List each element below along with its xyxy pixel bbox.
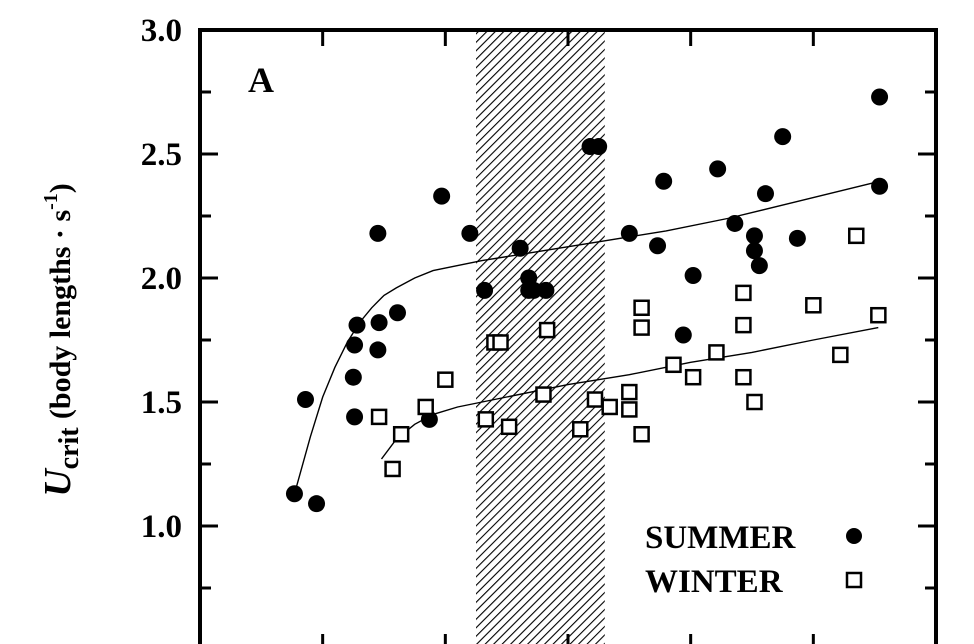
summer-point [655,172,673,190]
y-tick-label: 2.5 [141,137,182,173]
winter-point [735,316,752,334]
winter-point [621,383,638,401]
summer-point [756,185,774,203]
winter-point [572,421,589,438]
summer-point [871,177,889,195]
summer-point [348,316,366,334]
y-tick-label: 3.0 [141,13,182,49]
winter-point [665,356,682,374]
winter-point [437,371,454,388]
winter-point [417,398,434,416]
summer-point [871,88,889,106]
summer-point [346,336,364,354]
summer-point [745,242,763,260]
summer-point [476,281,494,299]
legend-label-summer: SUMMER [645,520,796,556]
summer-point [369,341,387,359]
summer-point [788,229,806,247]
data-points [285,88,889,513]
winter-point [848,227,865,245]
winter-point [746,393,763,411]
winter-point [601,398,618,416]
winter-point [633,425,650,443]
legend-marker-winter [845,571,863,589]
summer-point [433,187,451,205]
winter-point [870,306,887,324]
y-axis-subscript: crit [54,427,85,470]
y-tick-labels: 1.0 1.5 2.0 2.5 3.0 [141,13,182,545]
summer-point [709,160,727,178]
legend-marker-summer [846,528,862,544]
fit-line-summer [293,180,880,494]
axis-ticks [200,30,936,644]
y-axis-title: Ucrit (body lengths · s-1) [37,183,85,497]
winter-point [535,386,552,403]
summer-point [388,304,406,322]
summer-point [774,128,792,146]
summer-point [369,224,387,242]
winter-point [735,368,752,386]
summer-point [750,257,768,275]
summer-point [344,368,362,386]
svg-text:Ucrit (body lengths · s-1): Ucrit (body lengths · s-1) [37,183,85,497]
winter-point [633,319,650,336]
legend-label-winter: WINTER [645,564,784,600]
y-axis-units: (body lengths · s [44,210,77,419]
winter-point [477,411,495,428]
summer-point [511,239,529,257]
y-tick-label: 1.0 [141,509,182,545]
winter-point [621,401,638,418]
summer-point [649,237,667,255]
winter-point [805,297,822,314]
y-tick-label: 1.5 [141,385,182,421]
summer-point [461,224,479,242]
winter-point [492,334,509,351]
y-tick-label: 2.0 [141,261,182,297]
summer-point [296,391,314,409]
summer-point [346,408,364,426]
summer-point [674,326,692,344]
y-axis-units-close: ) [44,183,77,193]
winter-point [684,368,702,386]
winter-point [735,284,752,302]
summer-point [684,267,702,285]
summer-point [590,138,608,156]
winter-point [392,425,410,443]
winter-point [500,418,518,436]
summer-point [620,224,638,242]
summer-point [745,227,763,245]
legend: SUMMER WINTER [645,520,863,600]
y-axis-symbol: U [37,467,79,497]
winter-point [370,408,388,426]
summer-point [285,485,303,503]
winter-point [633,299,650,317]
winter-point [538,321,556,339]
winter-point [832,346,849,364]
y-axis-units-superscript: -1 [40,193,62,210]
summer-point [525,281,543,299]
winter-point [586,391,604,408]
summer-point [308,495,326,513]
winter-point [708,344,725,361]
panel-label: A [248,60,274,100]
summer-point [726,214,744,232]
summer-point [370,314,388,332]
winter-point [384,460,401,478]
summer-point [537,281,555,299]
